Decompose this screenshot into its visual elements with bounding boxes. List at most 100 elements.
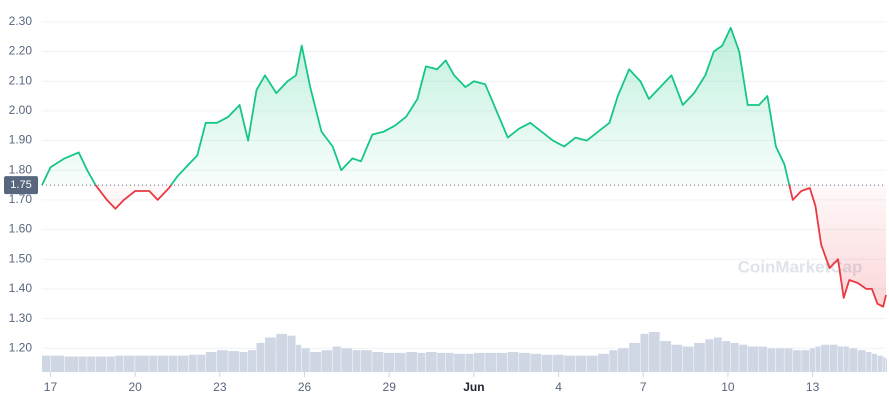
volume-bar: [341, 348, 353, 372]
x-tick-label: 17: [44, 380, 58, 394]
volume-bar: [609, 350, 618, 372]
volume-bar: [617, 348, 629, 372]
volume-bar: [857, 350, 866, 372]
volume-bar: [682, 346, 694, 372]
volume-bar: [815, 346, 821, 372]
volume-bar: [713, 337, 722, 372]
volume-bar: [586, 355, 598, 372]
volume-bar: [287, 335, 296, 372]
volume-bar: [239, 352, 248, 372]
volume-bar: [843, 346, 849, 372]
volume-bar: [264, 337, 276, 372]
volume-bar: [50, 355, 65, 372]
volume-bar: [821, 344, 830, 372]
volume-bar: [784, 348, 793, 372]
volume-bar: [792, 350, 801, 372]
volume-bar: [352, 350, 361, 372]
volume-bar: [849, 348, 858, 372]
volume-bar: [507, 352, 519, 372]
y-tick-label: 1.90: [9, 133, 33, 147]
volume-bar: [694, 342, 705, 372]
x-tick-label: 29: [383, 380, 397, 394]
volume-bar: [883, 357, 886, 372]
volume-bar: [829, 344, 838, 372]
volume-bar: [454, 353, 465, 372]
volume-bar: [660, 341, 671, 372]
volume-bar: [530, 353, 542, 372]
volume-bar: [310, 352, 321, 372]
volume-bar: [228, 351, 240, 372]
baseline-label: 1.75: [10, 179, 31, 191]
y-tick-label: 1.20: [9, 340, 33, 354]
volume-bar: [775, 348, 784, 372]
volume-bar: [372, 352, 384, 372]
volume-bar: [106, 356, 115, 372]
volume-bar: [42, 355, 50, 372]
volume-bar: [671, 344, 683, 372]
volume-bar: [135, 355, 149, 372]
volume-bar: [332, 346, 341, 372]
x-tick-label: 20: [128, 380, 142, 394]
volume-bar: [301, 348, 310, 372]
volume-bar: [95, 356, 107, 372]
x-tick-label: 10: [721, 380, 735, 394]
y-tick-label: 2.00: [9, 103, 33, 117]
volume-bar: [417, 352, 426, 372]
volume-bar: [157, 355, 169, 372]
volume-bar: [64, 356, 79, 372]
x-tick-label: 23: [213, 380, 227, 394]
volume-bar: [78, 356, 87, 372]
y-tick-label: 2.10: [9, 73, 33, 87]
volume-bar: [248, 350, 257, 372]
volume-bar: [838, 346, 844, 372]
volume-bar: [276, 333, 288, 372]
y-tick-label: 1.60: [9, 222, 33, 236]
volume-bar: [705, 339, 714, 372]
volume-bar: [886, 358, 887, 372]
volume-bar: [747, 346, 759, 372]
volume-bar: [321, 350, 333, 372]
y-tick-label: 2.30: [9, 14, 33, 28]
y-tick-label: 1.70: [9, 192, 33, 206]
y-tick-label: 2.20: [9, 44, 33, 58]
x-tick-label: 7: [640, 380, 647, 394]
volume-bar: [123, 355, 135, 372]
volume-bar: [519, 352, 530, 372]
volume-bar: [722, 341, 731, 372]
volume-bar: [640, 333, 649, 372]
y-tick-label: 1.40: [9, 281, 33, 295]
y-tick-label: 1.80: [9, 162, 33, 176]
x-tick-label: Jun: [463, 380, 484, 394]
volume-bar: [575, 355, 587, 372]
volume-bar: [149, 355, 158, 372]
x-tick-label: 4: [555, 380, 562, 394]
x-tick-label: 26: [298, 380, 312, 394]
volume-bar: [169, 355, 177, 372]
volume-bar: [394, 352, 406, 372]
volume-bar: [115, 355, 124, 372]
volume-bar: [360, 350, 372, 372]
y-tick-label: 1.30: [9, 311, 33, 325]
volume-bar: [296, 344, 302, 372]
volume-bar: [205, 352, 217, 372]
volume-bar: [564, 355, 575, 372]
volume-bar: [87, 356, 96, 372]
volume-bar: [217, 350, 228, 372]
volume-bar: [485, 352, 496, 372]
volume-bar: [425, 352, 437, 372]
volume-bar: [767, 348, 776, 372]
price-area: [42, 27, 886, 307]
volume-bar: [648, 332, 660, 372]
volume-bar: [406, 352, 417, 372]
volume-bar: [739, 344, 748, 372]
volume-bar: [877, 355, 883, 372]
volume-bar: [629, 342, 640, 372]
volume-bar: [809, 348, 815, 372]
volume-bar: [758, 346, 767, 372]
baseline-label-box: [4, 176, 38, 195]
volume-bar: [541, 354, 553, 372]
volume-bar: [871, 353, 878, 372]
volume-bar: [598, 353, 609, 372]
volume-bar: [256, 342, 265, 372]
